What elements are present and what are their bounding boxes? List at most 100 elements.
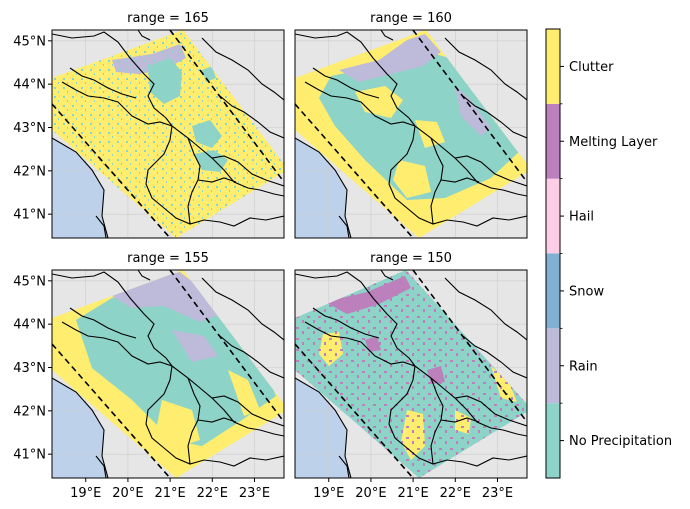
coastline [52, 137, 109, 238]
country-border [338, 455, 350, 478]
panel-title: range = 165 [127, 11, 209, 26]
class-region [393, 160, 431, 198]
range-ring-boundary [169, 270, 284, 423]
colorbar-label: No Precipitation [569, 434, 672, 449]
x-tick-label: 23°E [239, 486, 270, 501]
colorbar: No Precipitation Rain Snow Hail Melting Laye… [545, 28, 672, 479]
country-border [295, 31, 416, 127]
class-region [415, 120, 445, 148]
y-tick-label: 44°N [13, 78, 46, 93]
panel-title: range = 155 [127, 251, 209, 266]
country-border [69, 67, 137, 99]
country-border [171, 365, 284, 427]
country-border [219, 95, 284, 139]
country-border [304, 81, 416, 127]
panel-title: range = 160 [370, 11, 452, 26]
y-tick-label: 43°N [13, 121, 46, 136]
country-border [414, 365, 527, 427]
y-tick-label: 44°N [13, 318, 46, 333]
map-panel-1: range = 165 45°N 44°N 43°N 42°N 41°N [13, 11, 285, 239]
country-border [304, 321, 416, 367]
sea [52, 378, 108, 478]
colorbar-label: Melting Layer [569, 135, 658, 150]
country-border [61, 81, 173, 127]
map-panel-4: range = 150 19°E 20°E 21°E 22°E 23°E [294, 251, 528, 501]
x-tick-label: 19°E [70, 486, 101, 501]
class-region [172, 330, 218, 362]
class-region [156, 400, 200, 448]
country-border [444, 277, 527, 341]
colorbar-label: Snow [569, 284, 604, 299]
country-border [137, 270, 151, 281]
country-border [295, 271, 416, 367]
country-border [338, 215, 350, 238]
x-tick-label: 19°E [313, 486, 344, 501]
country-border [380, 30, 394, 41]
map-panel-3: range = 155 45°N 44°N 43°N 42°N 41°N 19°E 20°E 2… [13, 251, 285, 501]
class-region [228, 370, 260, 416]
colorbar-segment [546, 403, 560, 478]
range-ring-boundary [169, 30, 284, 183]
coastline [295, 377, 352, 478]
colorbar-segment [546, 253, 560, 329]
country-border [137, 30, 151, 41]
country-border [197, 177, 237, 183]
sea [52, 138, 108, 238]
map-panel-2: range = 160 [294, 11, 528, 239]
country-border [201, 37, 284, 101]
range-ring-boundary [412, 30, 527, 183]
x-tick-label: 23°E [482, 486, 513, 501]
y-tick-label: 41°N [13, 448, 46, 463]
y-tick-label: 45°N [13, 34, 46, 49]
y-tick-label: 41°N [13, 208, 46, 223]
colorbar-label: Rain [569, 359, 598, 374]
x-tick-label: 22°E [197, 486, 228, 501]
colorbar-label: Hail [569, 210, 594, 225]
panel-frame [294, 269, 528, 479]
colorbar-segment [546, 29, 560, 104]
panel-frame [51, 269, 285, 479]
panel-title: range = 150 [370, 251, 452, 266]
range-ring-boundary [412, 270, 527, 423]
x-tick-label: 22°E [440, 486, 471, 501]
country-border [440, 177, 480, 183]
country-border [95, 455, 107, 478]
country-border [211, 157, 284, 197]
colorbar-label: Clutter [569, 60, 614, 75]
country-border [462, 335, 527, 379]
country-border [388, 125, 527, 227]
class-region [339, 34, 441, 82]
country-border [171, 125, 284, 187]
panel-frame [294, 29, 528, 239]
country-border [380, 270, 394, 281]
coastline [295, 137, 352, 238]
coastline [52, 377, 109, 478]
country-border [219, 335, 284, 379]
country-border [414, 125, 527, 187]
country-border [145, 125, 284, 227]
country-border [454, 397, 527, 437]
y-tick-label: 43°N [13, 361, 46, 376]
country-border [52, 271, 173, 367]
x-tick-label: 20°E [112, 486, 143, 501]
country-border [61, 321, 173, 367]
x-tick-label: 20°E [355, 486, 386, 501]
y-tick-label: 45°N [13, 274, 46, 289]
country-border [312, 307, 380, 339]
country-border [95, 215, 107, 238]
colorbar-segment [546, 178, 560, 254]
country-border [440, 417, 480, 423]
country-border [145, 365, 284, 467]
country-border [211, 397, 284, 437]
country-border [388, 365, 527, 467]
country-border [444, 37, 527, 101]
country-border [462, 95, 527, 139]
colorbar-segment [546, 328, 560, 404]
country-border [201, 277, 284, 341]
y-tick-label: 42°N [13, 164, 46, 179]
sea [295, 378, 351, 478]
colorbar-segment [546, 103, 560, 179]
country-border [69, 307, 137, 339]
sea [295, 138, 351, 238]
